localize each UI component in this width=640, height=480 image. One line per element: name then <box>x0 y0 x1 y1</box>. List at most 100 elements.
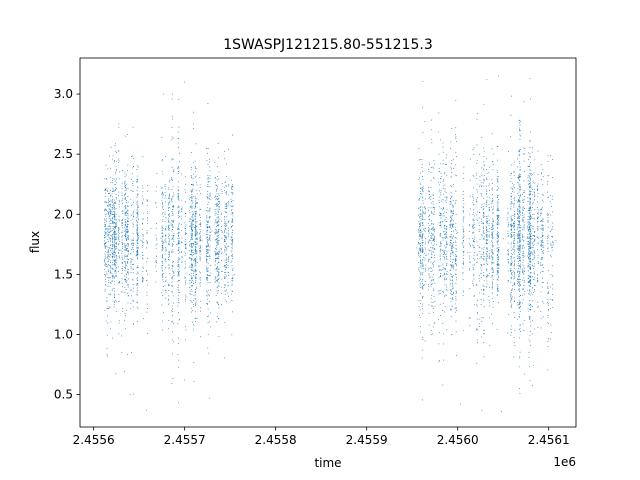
data-point <box>537 217 539 219</box>
data-point <box>125 229 127 230</box>
data-point <box>424 267 426 269</box>
data-point <box>433 260 435 262</box>
data-point <box>199 238 201 240</box>
data-point <box>547 282 548 284</box>
data-point <box>218 258 220 260</box>
data-point <box>112 237 113 238</box>
data-point <box>118 238 119 240</box>
data-point <box>521 239 523 241</box>
data-point <box>419 183 421 185</box>
data-point <box>528 356 530 358</box>
data-point <box>116 198 117 200</box>
data-point <box>171 321 173 323</box>
data-point <box>116 259 117 261</box>
data-point <box>551 245 553 247</box>
data-point <box>530 182 532 184</box>
data-point <box>519 176 521 178</box>
data-point <box>178 231 180 233</box>
data-point <box>519 311 521 313</box>
data-point <box>126 244 127 246</box>
data-point <box>192 242 194 244</box>
data-point <box>106 308 108 310</box>
data-point <box>224 236 226 238</box>
data-point <box>114 280 116 282</box>
data-point <box>472 149 474 150</box>
data-point <box>190 168 192 170</box>
data-point <box>513 187 515 189</box>
data-point <box>524 148 525 149</box>
data-point <box>547 250 549 252</box>
data-point <box>442 185 444 187</box>
data-point <box>536 277 538 279</box>
data-point <box>130 198 132 200</box>
data-point <box>194 227 196 229</box>
data-point <box>196 239 198 240</box>
data-point <box>165 289 167 291</box>
data-point <box>217 142 219 144</box>
data-point <box>177 269 179 271</box>
data-point <box>105 245 107 247</box>
data-point <box>108 277 110 279</box>
data-point <box>177 197 179 199</box>
data-point <box>121 251 123 252</box>
data-point <box>486 261 488 263</box>
data-point <box>454 237 456 238</box>
data-point <box>450 247 452 249</box>
data-point <box>216 221 218 223</box>
data-point <box>434 239 435 241</box>
data-point <box>130 272 132 273</box>
data-point <box>444 233 446 235</box>
data-point <box>537 242 539 244</box>
data-point <box>524 208 525 209</box>
data-point <box>118 230 120 232</box>
data-point <box>193 252 195 254</box>
data-point <box>498 275 500 277</box>
data-point <box>442 221 444 223</box>
data-point <box>181 242 183 244</box>
data-point <box>491 269 493 270</box>
data-point <box>193 325 195 327</box>
data-point <box>121 195 123 196</box>
data-point <box>528 210 530 211</box>
data-point <box>199 215 201 216</box>
data-point <box>216 280 218 281</box>
data-point <box>527 197 529 199</box>
data-point <box>216 321 218 323</box>
data-point <box>191 176 192 178</box>
data-point <box>528 281 530 283</box>
data-point <box>529 242 530 244</box>
data-point <box>136 255 138 257</box>
data-point <box>521 253 523 255</box>
data-point <box>530 201 531 203</box>
data-point <box>483 229 485 231</box>
data-point <box>231 180 232 182</box>
data-point <box>171 201 173 203</box>
data-point <box>530 173 532 175</box>
data-point <box>115 242 117 244</box>
data-point <box>209 235 211 237</box>
data-point <box>438 206 440 208</box>
data-point <box>469 261 471 263</box>
data-point <box>190 219 192 220</box>
data-point <box>446 294 447 296</box>
data-point <box>438 153 440 155</box>
data-point <box>507 212 509 213</box>
data-point <box>530 253 531 255</box>
data-point <box>191 177 193 178</box>
data-point <box>420 215 422 217</box>
data-point <box>209 192 211 194</box>
data-point <box>191 293 193 295</box>
data-point <box>227 265 229 267</box>
data-point <box>483 227 484 229</box>
data-point <box>172 272 174 274</box>
data-point <box>108 308 109 309</box>
data-point <box>491 179 493 181</box>
data-point <box>131 295 132 297</box>
data-point <box>511 298 513 300</box>
data-point <box>209 232 211 233</box>
data-point <box>184 189 186 191</box>
data-point <box>206 249 207 251</box>
data-point <box>104 260 105 262</box>
data-point <box>171 245 173 247</box>
data-point <box>190 269 192 271</box>
